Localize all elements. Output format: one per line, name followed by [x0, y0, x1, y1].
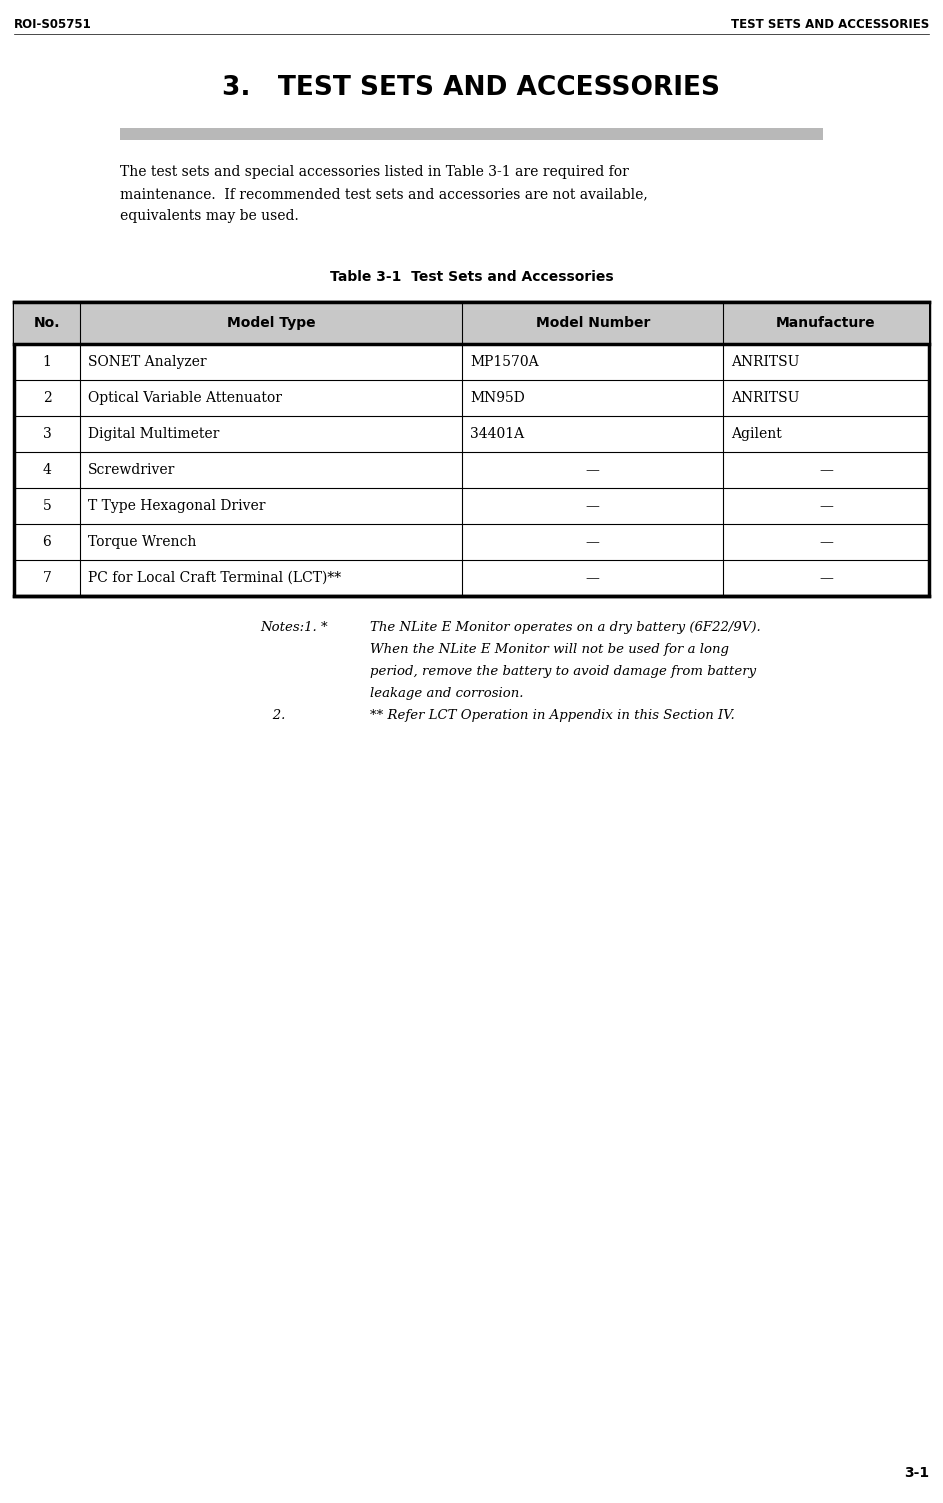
- Text: Table 3-1  Test Sets and Accessories: Table 3-1 Test Sets and Accessories: [330, 271, 613, 284]
- Text: When the NLite E Monitor will not be used for a long: When the NLite E Monitor will not be use…: [370, 643, 729, 655]
- Bar: [14, 302, 929, 597]
- Text: TEST SETS AND ACCESSORIES: TEST SETS AND ACCESSORIES: [731, 18, 929, 32]
- Text: ** Refer LCT Operation in Appendix in this Section IV.: ** Refer LCT Operation in Appendix in th…: [370, 709, 735, 721]
- Text: leakage and corrosion.: leakage and corrosion.: [370, 687, 523, 700]
- Text: ROI-S05751: ROI-S05751: [14, 18, 91, 32]
- Text: 2: 2: [42, 391, 51, 404]
- Text: 6: 6: [42, 535, 51, 549]
- Text: —: —: [819, 499, 833, 513]
- Text: Torque Wrench: Torque Wrench: [88, 535, 196, 549]
- Bar: [120, 128, 823, 140]
- Text: Notes:1. *: Notes:1. *: [260, 621, 327, 634]
- Text: 7: 7: [42, 571, 51, 585]
- Bar: [14, 302, 929, 344]
- Text: 34401A: 34401A: [471, 427, 524, 440]
- Text: —: —: [586, 463, 600, 476]
- Text: The NLite E Monitor operates on a dry battery (6F22/9V).: The NLite E Monitor operates on a dry ba…: [370, 621, 761, 634]
- Text: Model Number: Model Number: [536, 316, 650, 331]
- Text: Model Type: Model Type: [227, 316, 315, 331]
- Text: SONET Analyzer: SONET Analyzer: [88, 355, 207, 370]
- Text: 3-1: 3-1: [904, 1465, 929, 1480]
- Text: 2.: 2.: [260, 709, 286, 721]
- Text: —: —: [586, 499, 600, 513]
- Text: No.: No.: [34, 316, 60, 331]
- Text: period, remove the battery to avoid damage from battery: period, remove the battery to avoid dama…: [370, 664, 756, 678]
- Text: Digital Multimeter: Digital Multimeter: [88, 427, 220, 440]
- Text: —: —: [819, 535, 833, 549]
- Text: —: —: [819, 463, 833, 476]
- Text: —: —: [586, 535, 600, 549]
- Text: Manufacture: Manufacture: [776, 316, 876, 331]
- Text: 4: 4: [42, 463, 51, 476]
- Text: MN95D: MN95D: [471, 391, 525, 404]
- Text: MP1570A: MP1570A: [471, 355, 539, 370]
- Text: PC for Local Craft Terminal (LCT)**: PC for Local Craft Terminal (LCT)**: [88, 571, 341, 585]
- Text: —: —: [819, 571, 833, 585]
- Text: equivalents may be used.: equivalents may be used.: [120, 209, 299, 222]
- Text: Optical Variable Attenuator: Optical Variable Attenuator: [88, 391, 282, 404]
- Text: Agilent: Agilent: [731, 427, 782, 440]
- Text: 1: 1: [42, 355, 51, 370]
- Text: maintenance.  If recommended test sets and accessories are not available,: maintenance. If recommended test sets an…: [120, 186, 648, 201]
- Text: The test sets and special accessories listed in Table 3-1 are required for: The test sets and special accessories li…: [120, 165, 629, 179]
- Text: 3: 3: [42, 427, 51, 440]
- Text: 5: 5: [42, 499, 51, 513]
- Text: ANRITSU: ANRITSU: [731, 355, 800, 370]
- Text: Screwdriver: Screwdriver: [88, 463, 175, 476]
- Text: 3.   TEST SETS AND ACCESSORIES: 3. TEST SETS AND ACCESSORIES: [223, 75, 720, 101]
- Text: ANRITSU: ANRITSU: [731, 391, 800, 404]
- Text: T Type Hexagonal Driver: T Type Hexagonal Driver: [88, 499, 265, 513]
- Text: —: —: [586, 571, 600, 585]
